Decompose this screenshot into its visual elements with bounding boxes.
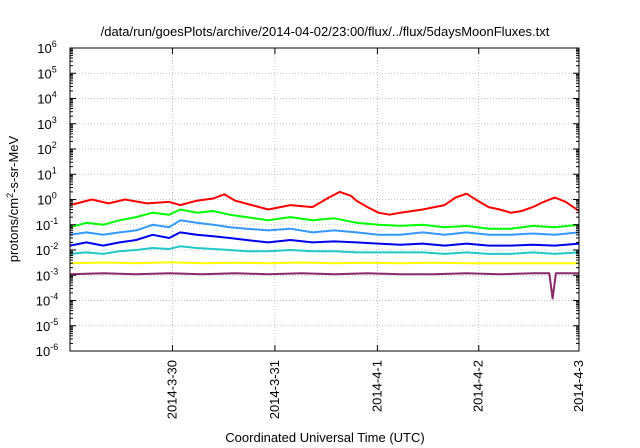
y-tick-exp: 5 bbox=[52, 64, 57, 74]
y-tick-base: 10 bbox=[36, 344, 50, 359]
y-tick-exp: -2 bbox=[50, 241, 58, 251]
y-axis-ticks: 10-610-510-410-310-210-11001011021031041… bbox=[36, 39, 579, 359]
y-tick-exp: 4 bbox=[52, 90, 57, 100]
y-tick-base: 10 bbox=[36, 268, 50, 283]
y-tick-exp: 6 bbox=[52, 39, 57, 49]
y-grid bbox=[70, 72, 579, 327]
y-tick-label: 10-1 bbox=[36, 216, 58, 233]
y-tick-label: 104 bbox=[37, 90, 56, 107]
y-tick-base: 10 bbox=[37, 193, 51, 208]
y-tick-label: 10-6 bbox=[36, 342, 58, 359]
x-grid bbox=[172, 48, 480, 351]
y-tick-base: 10 bbox=[37, 66, 51, 81]
y-axis-label-main: protons/cm bbox=[6, 198, 21, 262]
x-axis-ticks: 2014-3-30 2014-3-31 2014-4-1 2014-4-2 2014-4… bbox=[164, 48, 586, 419]
y-tick-base: 10 bbox=[36, 218, 50, 233]
y-tick-label: 10-5 bbox=[36, 317, 58, 334]
y-tick-base: 10 bbox=[36, 319, 50, 334]
y-tick-label: 106 bbox=[37, 39, 56, 56]
y-tick-exp: -4 bbox=[50, 292, 58, 302]
y-tick-base: 10 bbox=[37, 92, 51, 107]
series-line-7 bbox=[69, 272, 579, 300]
y-axis-label-tail: -s-sr-MeV bbox=[6, 135, 21, 192]
y-tick-label: 103 bbox=[37, 115, 56, 132]
series-line-6 bbox=[69, 261, 579, 265]
y-tick-base: 10 bbox=[37, 167, 51, 182]
y-axis-label-sup: 2 bbox=[5, 193, 15, 198]
series-line-3 bbox=[69, 219, 580, 236]
series-line-1 bbox=[69, 190, 580, 216]
series-line-4 bbox=[69, 231, 580, 247]
y-tick-label: 10-4 bbox=[36, 292, 58, 309]
y-tick-base: 10 bbox=[36, 243, 50, 258]
chart-title: /data/run/goesPlots/archive/2014-04-02/2… bbox=[101, 24, 550, 39]
x-tick-label: 2014-4-1 bbox=[369, 360, 384, 412]
y-tick-label: 105 bbox=[37, 64, 56, 81]
y-tick-label: 10-3 bbox=[36, 266, 58, 283]
y-tick-exp: -3 bbox=[50, 266, 58, 276]
y-tick-exp: -6 bbox=[50, 342, 58, 352]
y-tick-exp: -1 bbox=[50, 216, 58, 226]
series-lines bbox=[69, 190, 580, 300]
y-tick-exp: 2 bbox=[52, 140, 57, 150]
y-tick-base: 10 bbox=[37, 117, 51, 132]
y-tick-label: 100 bbox=[37, 191, 56, 208]
x-tick-label: 2014-3-30 bbox=[164, 360, 179, 419]
y-tick-base: 10 bbox=[37, 41, 51, 56]
x-tick-label: 2014-3-31 bbox=[267, 360, 282, 419]
series-line-5 bbox=[69, 245, 580, 255]
x-tick-label: 2014-4-3 bbox=[571, 360, 586, 412]
x-tick-label: 2014-4-2 bbox=[471, 360, 486, 412]
y-tick-label: 10-2 bbox=[36, 241, 58, 258]
y-tick-exp: 3 bbox=[52, 115, 57, 125]
y-tick-label: 102 bbox=[37, 140, 56, 157]
y-tick-exp: 1 bbox=[52, 165, 57, 175]
series-line-2 bbox=[69, 208, 580, 230]
y-tick-exp: -5 bbox=[50, 317, 58, 327]
x-axis-label: Coordinated Universal Time (UTC) bbox=[225, 430, 424, 445]
y-tick-base: 10 bbox=[36, 294, 50, 309]
y-tick-label: 101 bbox=[37, 165, 56, 182]
y-axis-label: protons/cm2-s-sr-MeV bbox=[5, 135, 21, 262]
y-tick-exp: 0 bbox=[52, 191, 57, 201]
y-tick-base: 10 bbox=[37, 142, 51, 157]
